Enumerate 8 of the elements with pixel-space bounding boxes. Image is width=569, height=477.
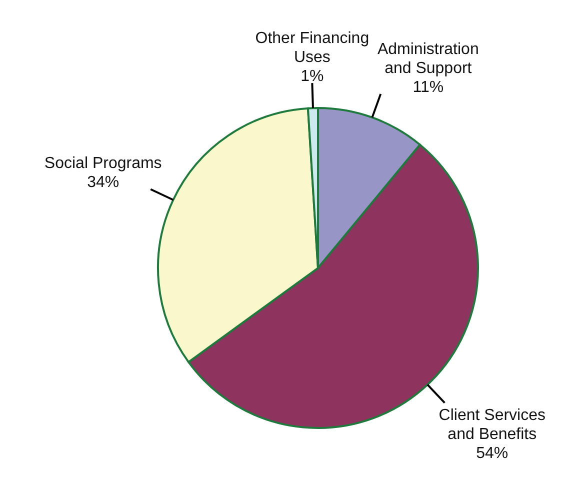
slice-label: Social Programs <box>44 155 162 172</box>
slice-label: Other Financing Uses <box>255 30 370 66</box>
data-label: 11% <box>412 78 444 96</box>
data-label: 34% <box>87 174 120 192</box>
slice-label: Client Services and Benefits <box>438 406 546 443</box>
data-label: 54% <box>476 444 508 462</box>
slice-label: Administration and Support <box>377 40 479 77</box>
data-label: 1% <box>300 68 324 86</box>
